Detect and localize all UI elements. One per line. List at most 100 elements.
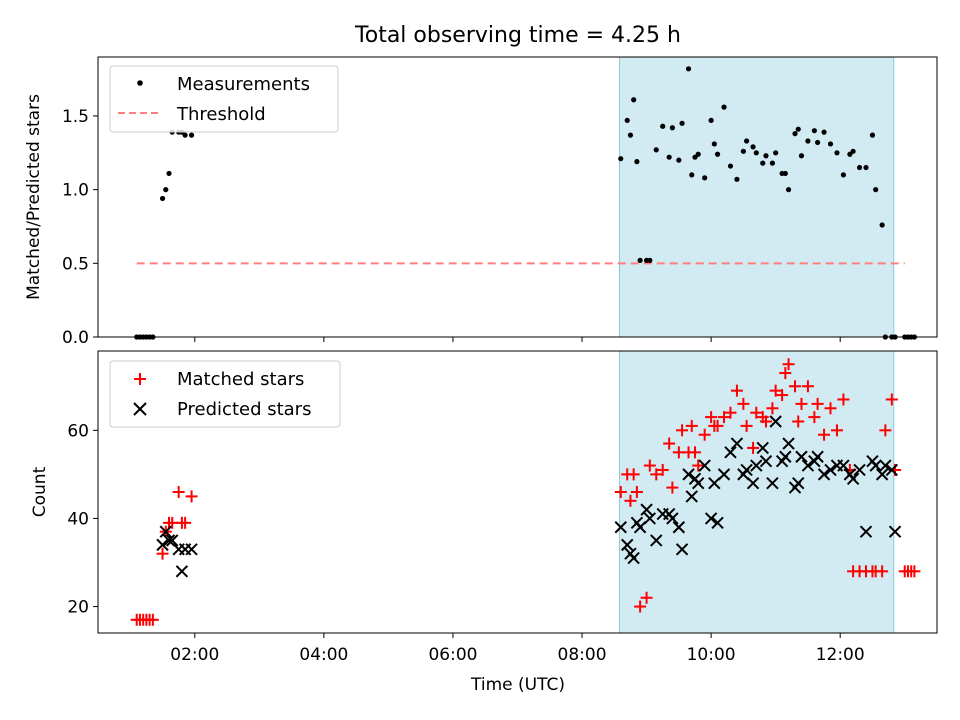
predicted-star-point — [698, 459, 711, 472]
measurement-point — [695, 151, 701, 157]
bottom-y-axis-label: Count — [30, 466, 50, 517]
measurement-point — [679, 120, 685, 126]
predicted-star-point — [730, 437, 744, 450]
predicted-star-point — [888, 525, 902, 538]
measurement-point — [856, 164, 863, 171]
matched-star-point — [789, 380, 802, 393]
matched-star-point — [730, 384, 743, 397]
top-plot-frame — [97, 56, 938, 338]
y-tick-label: 1.0 — [62, 181, 89, 201]
bottom-x-axis: 02:00 04:00 06:00 08:00 10:00 12:00 — [170, 633, 865, 665]
measurement-point — [805, 138, 811, 144]
measurement-point — [634, 159, 640, 165]
predicted-star-point — [621, 538, 634, 552]
bottom-panel: 20 40 60 02:00 04:00 06:00 08:00 10:00 12:00 Co… — [30, 350, 938, 695]
top-highlight-band-layer — [618, 56, 895, 338]
predicted-star-point — [614, 521, 627, 534]
matched-star-point — [179, 516, 192, 529]
predicted-star-point — [185, 543, 198, 556]
x-tick-label: 12:00 — [816, 645, 865, 665]
measurement-point — [811, 128, 817, 134]
predicted-star-point — [640, 503, 653, 516]
predicted-star-point — [740, 463, 753, 477]
matched-star-point — [718, 411, 731, 424]
predicted-star-point — [853, 463, 866, 477]
predicted-star-point — [759, 454, 773, 468]
bottom-legend: Matched stars Predicted stars — [109, 360, 341, 428]
predicted-star-point — [756, 441, 769, 455]
y-tick-label: 0.0 — [62, 328, 89, 348]
measurement-point — [676, 157, 682, 163]
predicted-star-point — [779, 450, 792, 463]
measurement-point — [727, 163, 734, 169]
measurement-point — [792, 131, 798, 137]
predicted-star-point — [724, 446, 737, 459]
matched-star-point — [630, 486, 643, 498]
predicted-star-point — [766, 476, 779, 490]
predicted-star-point — [175, 565, 189, 578]
measurement-point — [711, 141, 717, 147]
measurement-point — [159, 195, 166, 202]
x-tick-label: 10:00 — [687, 645, 736, 665]
matched-star-point — [614, 486, 627, 498]
predicted-star-point — [859, 525, 873, 538]
measurement-point — [689, 172, 695, 178]
predicted-star-point — [885, 463, 899, 477]
predicted-star-point — [159, 525, 172, 538]
matched-star-point — [908, 565, 921, 578]
measurement-point — [685, 66, 692, 72]
matched-star-point — [146, 613, 159, 626]
measurement-point — [763, 153, 769, 159]
measurement-point — [798, 153, 805, 159]
measurement-point — [750, 144, 756, 150]
predicted-star-point — [792, 476, 805, 490]
matched-star-point — [811, 397, 824, 410]
measurement-point — [879, 222, 885, 228]
predicted-star-point — [162, 534, 176, 547]
predicted-star-point — [682, 468, 695, 481]
y-tick-label: 0.5 — [62, 254, 89, 274]
matched-star-point — [792, 415, 805, 428]
legend-threshold-label: Threshold — [176, 104, 266, 125]
matched-star-point — [818, 428, 831, 441]
predicted-star-point — [650, 534, 663, 547]
measurement-point — [744, 138, 750, 144]
measurement-point — [785, 187, 792, 193]
matched-star-point — [769, 384, 782, 397]
matched-star-point — [688, 446, 701, 459]
matched-star-point — [624, 494, 637, 507]
measurement-point — [637, 257, 643, 263]
predicted-star-point — [817, 468, 831, 481]
x-tick-label: 08:00 — [558, 645, 607, 665]
matched-star-point — [185, 490, 198, 503]
measurement-point — [869, 132, 876, 138]
matched-star-point — [879, 424, 892, 437]
predicted-star-point — [879, 459, 892, 472]
measurement-point — [631, 97, 637, 103]
matched-star-point — [830, 424, 843, 437]
measurement-point — [753, 150, 759, 156]
legend-matched-label: Matched stars — [177, 369, 304, 390]
y-tick-label: 20 — [67, 598, 89, 618]
matched-star-point — [650, 468, 663, 481]
predicted-star-point — [746, 476, 760, 490]
matched-star-point — [776, 389, 789, 402]
predicted-star-point — [750, 459, 763, 472]
measurement-point — [647, 257, 653, 263]
measurement-point — [834, 150, 840, 156]
measurement-point — [760, 160, 766, 166]
highlight-band — [618, 350, 895, 634]
predicted-star-point — [811, 450, 824, 463]
matched-star-point — [782, 358, 795, 371]
top-panel: 0.0 0.5 1.0 1.5 Matched/Predicted stars Mea… — [24, 56, 938, 348]
measurement-point — [163, 187, 169, 193]
legend-matched-marker — [134, 373, 146, 385]
predicted-star-point — [692, 476, 705, 490]
measurement-point — [734, 176, 740, 182]
x-tick-label: 04:00 — [299, 645, 348, 665]
predicted-star-point — [824, 463, 837, 477]
predicted-star-point — [643, 512, 657, 525]
legend-measurements-label: Measurements — [177, 74, 310, 95]
bottom-plot-frame — [97, 350, 938, 634]
measurement-point — [863, 164, 869, 171]
